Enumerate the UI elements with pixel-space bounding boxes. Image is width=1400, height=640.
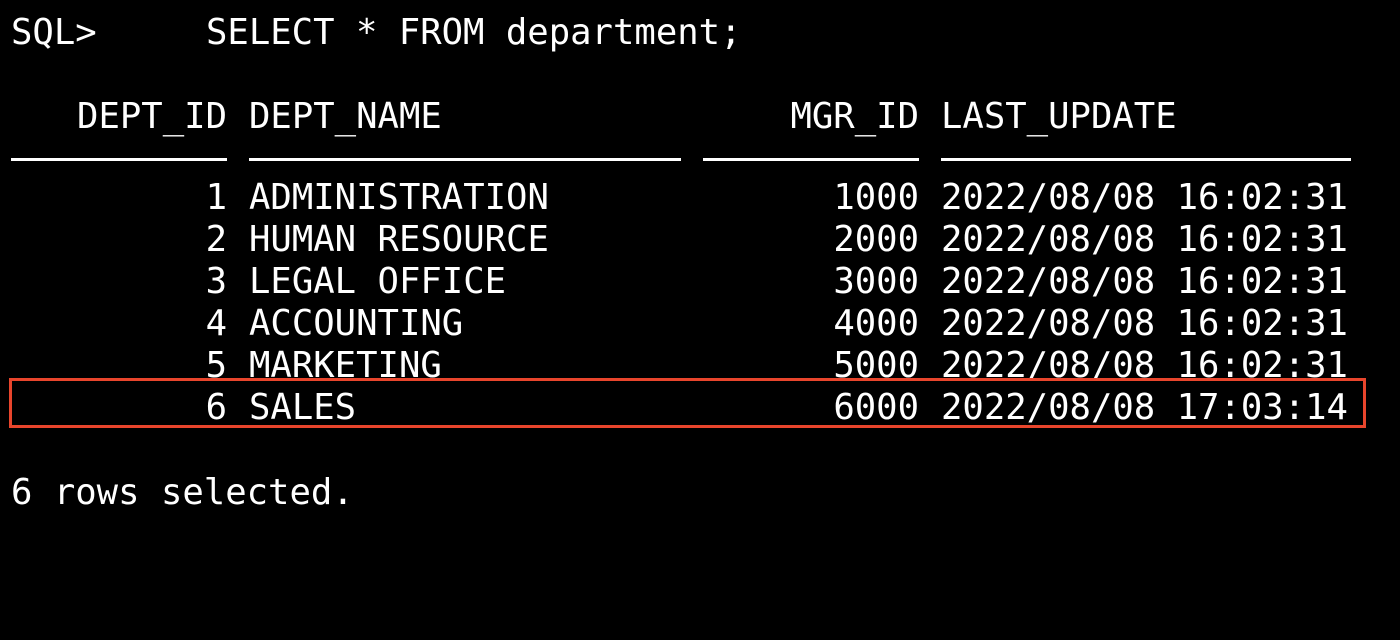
column-header-last-update: LAST_UPDATE <box>941 96 1177 137</box>
sql-prompt: SQL> <box>11 12 97 53</box>
separator-mgr-id <box>703 158 919 161</box>
cell-mgr-id: 6000 <box>833 387 919 428</box>
cell-dept-id: 6 <box>205 387 227 428</box>
cell-last-update: 2022/08/08 16:02:31 <box>941 219 1348 260</box>
cell-dept-id: 2 <box>205 219 227 260</box>
cell-mgr-id: 2000 <box>833 219 919 260</box>
cell-last-update: 2022/08/08 16:02:31 <box>941 177 1348 218</box>
cell-dept-name: SALES <box>249 387 357 428</box>
separator-last-update <box>941 158 1351 161</box>
separator-dept-name <box>249 158 681 161</box>
cell-dept-name: ADMINISTRATION <box>249 177 549 218</box>
cell-mgr-id: 4000 <box>833 303 919 344</box>
table-row: 4 ACCOUNTING 4000 2022/08/08 16:02:31 <box>11 303 1348 345</box>
terminal-window[interactable]: SQL> SELECT * FROM department; DEPT_ID D… <box>0 0 1400 520</box>
cell-last-update: 2022/08/08 16:02:31 <box>941 303 1348 344</box>
cell-dept-id: 5 <box>205 345 227 386</box>
table-row-highlighted: 6 SALES 6000 2022/08/08 17:03:14 <box>11 387 1348 429</box>
rows-selected-text: 6 rows selected. <box>11 472 354 513</box>
column-header-dept-id: DEPT_ID <box>77 96 227 137</box>
prompt-line: SQL> SELECT * FROM department; <box>11 12 742 54</box>
result-footer: 6 rows selected. <box>11 472 354 514</box>
column-header-row: DEPT_ID DEPT_NAME MGR_ID LAST_UPDATE <box>11 96 1177 138</box>
cell-mgr-id: 1000 <box>833 177 919 218</box>
cell-dept-id: 3 <box>205 261 227 302</box>
cell-last-update: 2022/08/08 16:02:31 <box>941 261 1348 302</box>
cell-last-update: 2022/08/08 17:03:14 <box>941 387 1348 428</box>
table-row: 1 ADMINISTRATION 1000 2022/08/08 16:02:3… <box>11 177 1348 219</box>
cell-dept-id: 1 <box>205 177 227 218</box>
cell-dept-id: 4 <box>205 303 227 344</box>
column-header-mgr-id: MGR_ID <box>790 96 919 137</box>
cell-dept-name: LEGAL OFFICE <box>249 261 507 302</box>
table-row: 2 HUMAN RESOURCE 2000 2022/08/08 16:02:3… <box>11 219 1348 261</box>
cell-dept-name: ACCOUNTING <box>249 303 464 344</box>
column-header-dept-name: DEPT_NAME <box>249 96 442 137</box>
highlight-box <box>9 378 1366 428</box>
separator-dept-id <box>11 158 227 161</box>
cell-mgr-id: 3000 <box>833 261 919 302</box>
sql-command: SELECT * FROM department; <box>206 12 742 53</box>
cell-dept-name: HUMAN RESOURCE <box>249 219 549 260</box>
table-row: 3 LEGAL OFFICE 3000 2022/08/08 16:02:31 <box>11 261 1348 303</box>
